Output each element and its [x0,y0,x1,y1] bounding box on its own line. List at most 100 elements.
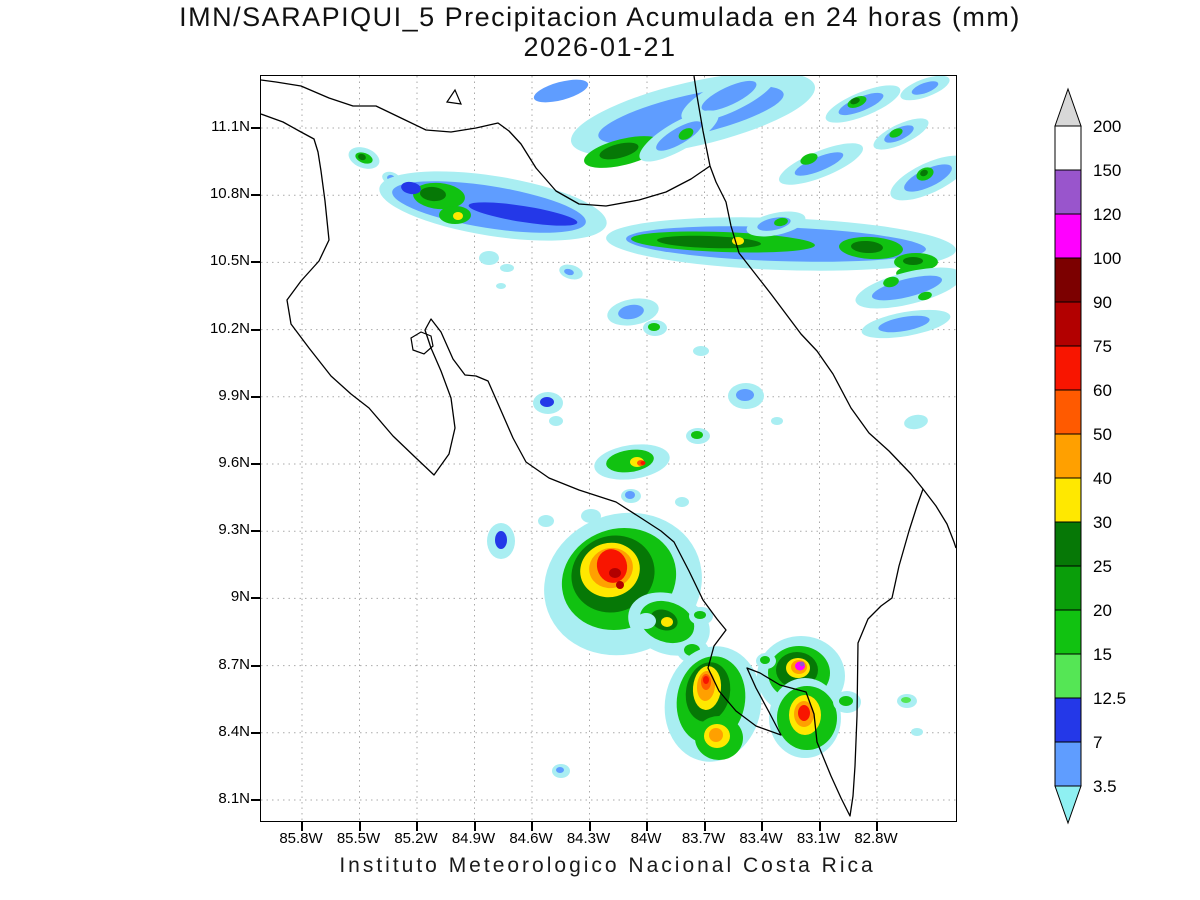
page-title: IMN/SARAPIQUI_5 Precipitacion Acumulada … [179,2,1021,32]
colorbar-band [1054,389,1082,435]
precip-cell [889,128,903,138]
colorbar-label: 15 [1093,645,1112,664]
precip-cell [648,323,660,331]
lat-tick-label: 9.6N [218,454,250,471]
colorbar-band [1054,433,1082,479]
precip-cell [920,169,928,177]
colorbar-band [1054,169,1082,215]
lat-tick-label: 9N [230,588,250,606]
colorbar-band [1054,345,1082,391]
lon-tick-label: 83.7W [681,830,726,847]
axis-tick [588,822,591,831]
lat-tick-label: 10.8N [209,185,250,203]
colorbar-label: 20 [1093,601,1112,620]
axis-tick [703,822,706,831]
colorbar: 200 150 120 100 90 75 60 50 40 30 25 20 15 12.5 7 3.5 [1047,86,1200,836]
lon-tick-label: 85.5W [336,830,381,847]
axis-tick [531,822,533,831]
precip-cell [609,568,621,578]
precip-cell [640,461,646,465]
colorbar-band [1054,125,1082,171]
lon-tick-label: 84.9W [451,830,496,847]
precip-cell [678,128,694,140]
colorbar-label: 150 [1093,161,1121,180]
colorbar-label: 50 [1093,425,1112,444]
precip-cell [903,257,923,265]
precip-cell [453,212,463,220]
colorbar-arrow-bottom [1054,785,1082,825]
precip-cell [581,509,601,523]
precip-cell [911,728,923,736]
axis-tick [251,328,260,331]
axis-tick [251,530,260,533]
precip-cell [736,389,754,401]
lat-tick-label: 11.1N [211,118,250,135]
lat-tick-label: 10.5N [209,252,250,270]
coastline-path [261,79,711,207]
precip-cell [918,291,932,301]
colorbar-band [1054,653,1082,699]
colorbar-label: 3.5 [1093,777,1117,796]
precip-cell [883,276,899,288]
colorbar-band [1054,213,1082,259]
colorbar-label: 120 [1093,205,1121,224]
colorbar-band [1054,697,1082,743]
precip-cell [691,431,703,439]
lat-tick-label: 10.2N [209,319,250,337]
lon-tick-label: 84.6W [509,830,553,847]
precip-cell [661,617,673,627]
precip-cell [911,81,939,95]
axis-tick [251,463,260,465]
lon-tick-label: 85.2W [394,830,438,847]
precip-cell [496,283,506,289]
precip-cell [556,767,564,773]
lat-tick-label: 8.4N [218,722,250,740]
precip-cell [760,656,770,664]
precip-cell [851,240,883,254]
axis-tick [251,799,260,801]
axis-tick [358,822,361,831]
lon-tick-label: 83.4W [739,830,783,847]
colorbar-band [1054,257,1082,303]
precip-cell [606,449,654,473]
colorbar-scale: 200 150 120 100 90 75 60 50 40 30 25 20 15 12.5 7 3.5 [1054,87,1126,825]
coastline-path [922,488,956,549]
lat-tick-label: 8.1N [218,790,250,807]
precip-cell [771,417,783,425]
precip-cell [599,142,639,160]
colorbar-label: 60 [1093,381,1112,400]
precip-cell [564,268,574,276]
precip-cell [839,696,853,706]
precip-cell [701,80,757,112]
precip-cell [901,697,911,703]
precip-cell [694,611,706,619]
precip-cell [636,613,656,629]
precip-cell [799,661,805,667]
precip-cell [538,515,554,527]
lat-tick-label: 9.9N [218,386,250,404]
axis-tick [251,664,260,667]
colorbar-band [1054,521,1082,567]
axis-tick [251,731,260,734]
precip-cell [625,491,635,499]
colorbar-label: 75 [1093,337,1112,356]
precip-cell [479,251,499,265]
precip-cell [703,676,709,684]
precip-cell [878,315,930,333]
map-canvas [261,76,956,821]
precip-cell [800,153,818,165]
colorbar-band [1054,565,1082,611]
colorbar-band [1054,477,1082,523]
precip-cell [420,186,446,202]
axis-tick [761,822,763,831]
axis-tick [251,194,260,197]
island-outline [445,88,462,105]
lon-tick-label: 84.3W [566,830,611,847]
precip-cell [732,237,744,245]
lon-tick-label: 82.8W [854,830,898,847]
lon-tick-label: 83.1W [796,830,841,847]
axis-tick [473,822,476,831]
axis-tick [876,822,878,831]
colorbar-label: 100 [1093,249,1121,268]
